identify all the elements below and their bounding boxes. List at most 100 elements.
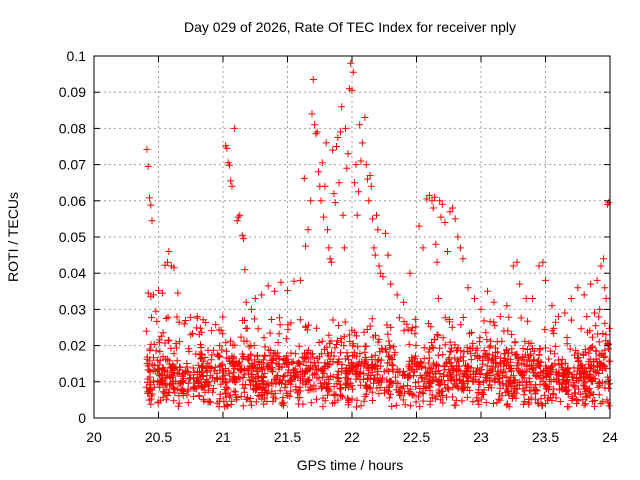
data-point [595,391,603,399]
data-point [263,360,271,368]
data-point [186,313,194,321]
data-point [150,340,158,348]
data-point [405,340,413,348]
data-point [571,383,579,391]
y-tick-label: 0.05 [59,229,86,245]
data-point [527,387,535,395]
x-axis-label: GPS time / hours [297,457,404,473]
data-point [525,353,532,361]
data-point [483,336,491,344]
data-point [144,289,152,297]
data-point [310,381,318,389]
data-point [245,343,253,351]
data-point [442,384,450,392]
data-point [146,345,154,353]
data-point [404,325,412,333]
data-point [467,356,475,364]
data-point [144,362,152,370]
data-point [333,337,341,345]
data-point [327,258,335,266]
data-point [149,367,157,375]
data-point [340,244,348,252]
data-point [328,348,335,356]
data-point [428,343,436,351]
data-point [215,403,223,411]
x-tick-label: 22 [344,429,360,445]
data-point [217,380,225,388]
data-point [256,384,264,392]
x-tick-label: 20.5 [145,429,172,445]
data-point [349,68,357,76]
data-point [171,385,179,393]
data-point [548,302,556,310]
data-point [443,358,451,366]
data-point [552,375,560,383]
data-point [395,314,403,322]
data-point [391,348,399,356]
data-point [383,359,391,367]
data-point [384,251,392,259]
data-point [306,386,314,394]
data-point [482,350,490,358]
data-point [174,289,182,297]
data-point [429,373,437,381]
data-point [145,357,153,365]
data-point [446,316,453,323]
data-point [311,121,319,129]
data-point [486,318,494,326]
data-point [589,333,596,341]
data-point [441,314,449,322]
data-point [601,284,609,292]
data-point [586,327,594,335]
data-point [360,370,368,378]
data-point [240,371,248,379]
data-point [482,329,490,337]
data-point [356,381,364,389]
data-point [512,394,520,402]
data-point [583,384,591,392]
data-point [537,395,545,403]
data-point [357,157,365,165]
data-point [154,398,162,406]
data-point [466,344,474,352]
data-point [209,388,217,396]
data-point [207,356,215,364]
data-point [369,333,377,341]
data-point [407,327,415,335]
data-point [319,394,327,402]
data-point [275,365,283,373]
data-point [155,365,163,373]
data-point [313,355,321,362]
data-point [252,398,260,406]
data-point [319,403,327,411]
data-point [408,391,416,399]
data-point [387,280,395,288]
data-point [269,397,277,405]
data-point [523,357,531,365]
data-points [142,59,614,411]
data-point [368,356,376,364]
data-point [233,217,241,225]
data-point [281,360,289,368]
data-point [335,322,342,329]
data-point [602,331,610,339]
data-point [220,397,228,405]
data-point [174,402,182,410]
data-point [344,401,352,409]
data-point [371,351,379,359]
data-point [411,330,419,338]
data-point [450,401,458,409]
data-point [349,361,357,369]
data-point [496,396,504,404]
data-point [522,381,530,389]
data-point [574,397,582,405]
data-point [439,387,447,395]
data-point [448,344,455,352]
data-point [306,366,314,374]
data-point [581,400,589,408]
data-point [429,344,437,352]
data-point [143,145,151,153]
data-point [226,161,233,169]
data-point [567,316,575,324]
data-point [511,351,519,359]
